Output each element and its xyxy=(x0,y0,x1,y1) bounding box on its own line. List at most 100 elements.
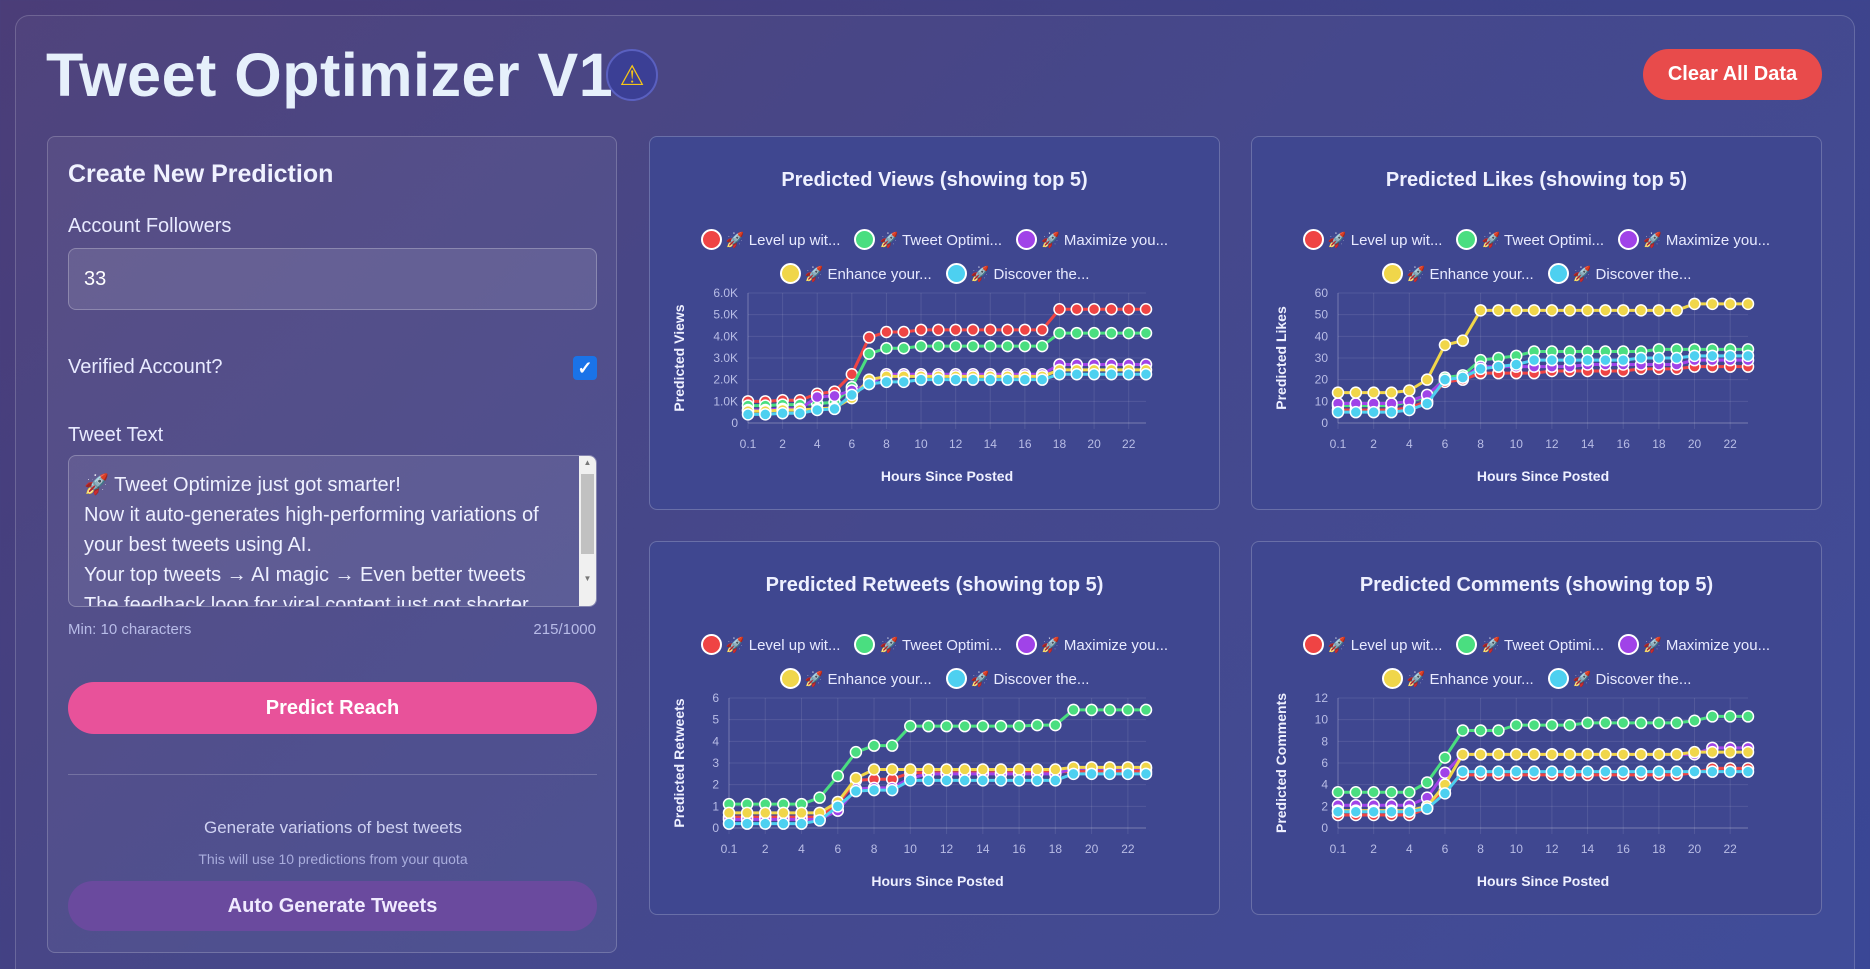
data-point[interactable] xyxy=(1085,767,1098,781)
data-point[interactable] xyxy=(932,373,945,386)
legend-item[interactable]: 🚀 Level up wit... xyxy=(1302,229,1442,250)
data-point[interactable] xyxy=(1706,765,1719,778)
data-point[interactable] xyxy=(1688,765,1701,778)
data-point[interactable] xyxy=(1581,353,1594,367)
data-point[interactable] xyxy=(1741,349,1755,363)
data-point[interactable] xyxy=(1420,373,1434,386)
data-point[interactable] xyxy=(1599,748,1612,761)
legend-item[interactable]: 🚀 Maximize you... xyxy=(1618,634,1770,655)
data-point[interactable] xyxy=(1688,349,1701,363)
tweet-textarea[interactable]: 🚀 Tweet Optimize just got smarter! Now i… xyxy=(68,455,597,607)
data-point[interactable] xyxy=(1087,303,1101,316)
data-point[interactable] xyxy=(1527,353,1541,367)
data-point[interactable] xyxy=(862,377,876,391)
data-point[interactable] xyxy=(1087,326,1101,340)
scroll-up-icon[interactable]: ▲ xyxy=(583,458,592,467)
data-point[interactable] xyxy=(1670,351,1683,365)
data-point[interactable] xyxy=(795,817,808,830)
data-point[interactable] xyxy=(1035,373,1049,386)
data-point[interactable] xyxy=(940,763,953,776)
data-point[interactable] xyxy=(1121,767,1135,781)
data-point[interactable] xyxy=(885,763,899,776)
legend-item[interactable]: 🚀 Maximize you... xyxy=(1618,229,1770,250)
data-point[interactable] xyxy=(1053,368,1066,381)
data-point[interactable] xyxy=(1688,714,1701,727)
data-point[interactable] xyxy=(1527,765,1541,778)
textarea-scrollbar[interactable]: ▲ ▼ xyxy=(579,456,596,606)
data-point[interactable] xyxy=(828,402,841,416)
data-point[interactable] xyxy=(1349,786,1363,799)
data-point[interactable] xyxy=(1527,718,1541,732)
legend-item[interactable]: 🚀 Discover the... xyxy=(1547,263,1691,284)
data-point[interactable] xyxy=(1510,718,1523,732)
data-point[interactable] xyxy=(1741,745,1755,759)
data-point[interactable] xyxy=(810,403,824,417)
data-point[interactable] xyxy=(831,800,845,813)
data-point[interactable] xyxy=(1049,763,1062,776)
data-point[interactable] xyxy=(1053,326,1066,340)
data-point[interactable] xyxy=(1723,745,1737,759)
data-point[interactable] xyxy=(1492,724,1505,737)
data-point[interactable] xyxy=(810,390,824,404)
data-point[interactable] xyxy=(1012,774,1026,787)
warning-icon[interactable]: ⚠ xyxy=(606,49,658,101)
data-point[interactable] xyxy=(1492,304,1505,317)
data-point[interactable] xyxy=(1122,326,1135,340)
data-point[interactable] xyxy=(1616,748,1630,761)
data-point[interactable] xyxy=(1741,710,1755,723)
data-point[interactable] xyxy=(1474,748,1487,761)
data-point[interactable] xyxy=(1049,774,1062,787)
data-point[interactable] xyxy=(722,806,736,820)
data-point[interactable] xyxy=(1545,748,1559,761)
data-point[interactable] xyxy=(1122,303,1135,316)
data-point[interactable] xyxy=(1122,368,1135,381)
data-point[interactable] xyxy=(1456,371,1470,384)
data-point[interactable] xyxy=(1563,765,1576,778)
data-point[interactable] xyxy=(1105,303,1118,316)
data-point[interactable] xyxy=(1634,351,1648,365)
data-point[interactable] xyxy=(1105,368,1118,381)
data-point[interactable] xyxy=(1001,373,1014,386)
data-point[interactable] xyxy=(867,739,881,752)
data-point[interactable] xyxy=(759,817,772,830)
data-point[interactable] xyxy=(1139,703,1153,717)
data-point[interactable] xyxy=(1688,745,1701,759)
data-point[interactable] xyxy=(922,774,935,787)
data-point[interactable] xyxy=(1456,765,1470,778)
data-point[interactable] xyxy=(1723,765,1737,778)
data-point[interactable] xyxy=(1139,368,1153,381)
legend-item[interactable]: 🚀 Maximize you... xyxy=(1016,634,1168,655)
data-point[interactable] xyxy=(1385,786,1398,799)
legend-item[interactable]: 🚀 Tweet Optimi... xyxy=(1456,634,1604,655)
data-point[interactable] xyxy=(1545,304,1559,317)
data-point[interactable] xyxy=(1030,763,1044,776)
data-point[interactable] xyxy=(1474,765,1487,778)
data-point[interactable] xyxy=(1599,304,1612,317)
legend-item[interactable]: 🚀 Enhance your... xyxy=(1381,668,1534,689)
legend-item[interactable]: 🚀 Enhance your... xyxy=(1381,263,1534,284)
data-point[interactable] xyxy=(1087,368,1101,381)
data-point[interactable] xyxy=(1510,748,1523,761)
data-point[interactable] xyxy=(1456,748,1470,761)
data-point[interactable] xyxy=(1012,763,1026,776)
verified-checkbox[interactable]: ✓ xyxy=(573,356,597,380)
scroll-down-icon[interactable]: ▼ xyxy=(583,574,592,583)
data-point[interactable] xyxy=(1367,405,1380,419)
legend-item[interactable]: 🚀 Enhance your... xyxy=(779,263,932,284)
data-point[interactable] xyxy=(1331,386,1345,399)
data-point[interactable] xyxy=(976,774,990,787)
data-point[interactable] xyxy=(1067,767,1080,781)
data-point[interactable] xyxy=(1616,716,1630,730)
data-point[interactable] xyxy=(1001,339,1014,353)
data-point[interactable] xyxy=(831,769,845,783)
legend-item[interactable]: 🚀 Tweet Optimi... xyxy=(854,229,1002,250)
data-point[interactable] xyxy=(1723,349,1737,363)
data-point[interactable] xyxy=(1105,326,1118,340)
data-point[interactable] xyxy=(1527,748,1541,761)
data-point[interactable] xyxy=(795,806,808,820)
legend-item[interactable]: 🚀 Discover the... xyxy=(945,263,1089,284)
data-point[interactable] xyxy=(966,339,980,353)
data-point[interactable] xyxy=(1634,304,1648,317)
data-point[interactable] xyxy=(1018,339,1032,353)
data-point[interactable] xyxy=(849,771,863,785)
